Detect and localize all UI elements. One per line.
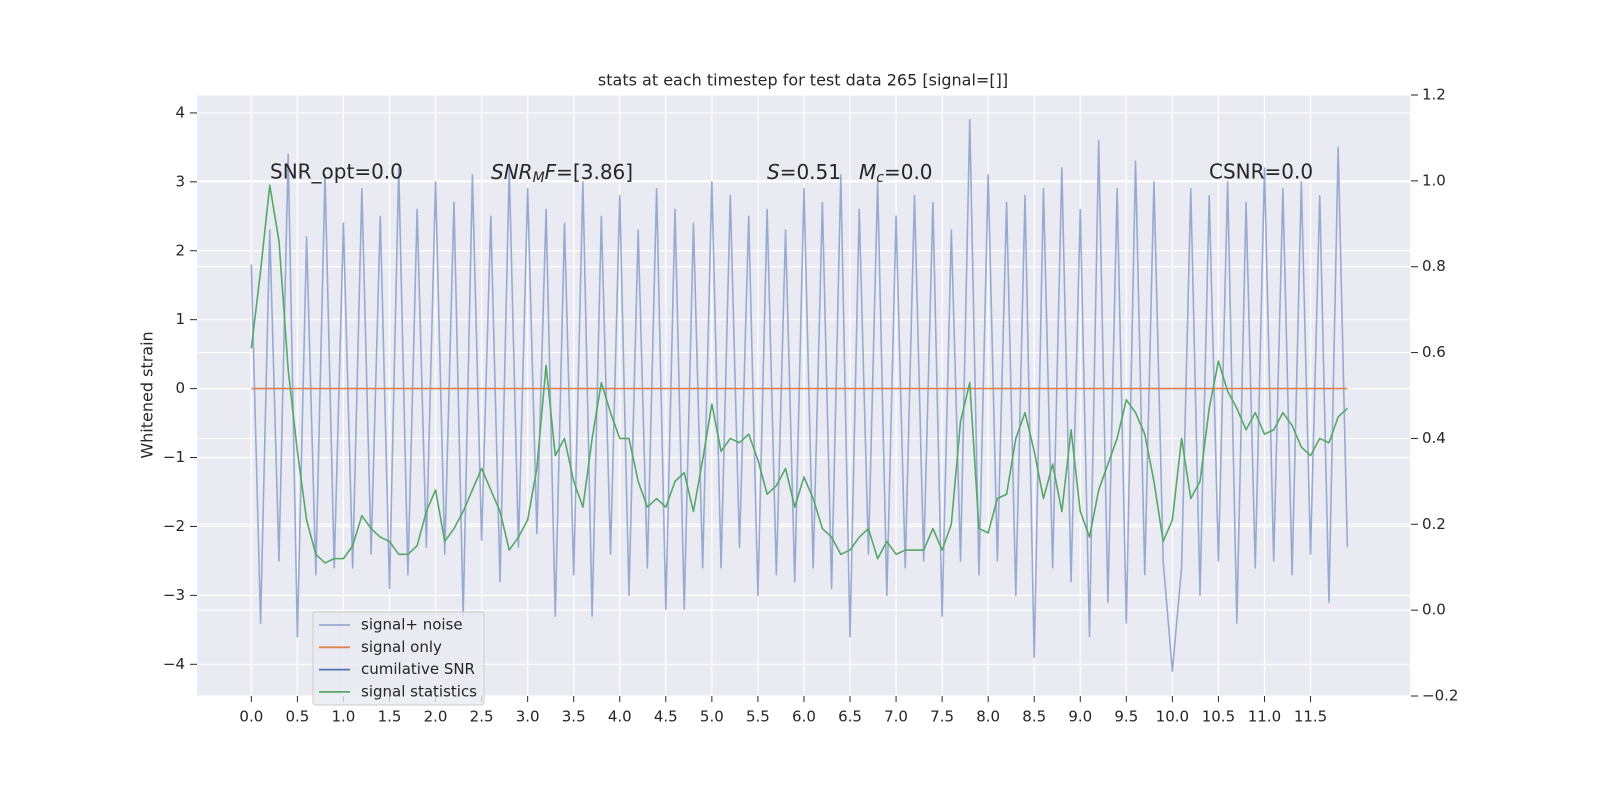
series-line [250,119,1349,672]
x-tick-label: 4.5 [654,708,678,726]
y2-tick-label: 1.2 [1422,86,1446,104]
y2-tick-label: 0.6 [1422,343,1446,361]
x-tick-label: 10.5 [1202,708,1235,726]
annotation-part: S [767,160,780,184]
x-tick-label: 9.5 [1114,708,1138,726]
annotation: SNR_opt=0.0 [270,160,403,184]
x-tick-label: 11.0 [1248,708,1281,726]
x-tick-label: 0.0 [239,708,263,726]
x-tick-label: 5.5 [746,708,770,726]
x-tick-label: 11.5 [1294,708,1327,726]
x-tick-label: 3.0 [516,708,540,726]
annotation-part: =[3.86] [556,160,633,184]
x-tick-label: 10.0 [1156,708,1189,726]
x-tick-label: 0.5 [285,708,309,726]
y-tick-label: 3 [175,172,185,190]
x-tick-label: 7.5 [930,708,954,726]
annotation: CSNR=0.0 [1209,160,1313,184]
y2-tick-label: −0.2 [1422,687,1458,705]
annotation-part: =0.0 [884,160,933,184]
legend-label: signal only [361,638,442,656]
x-tick-label: 2.5 [470,708,494,726]
y-tick-label: −3 [163,586,185,604]
annotation-part: SNR [491,160,533,184]
x-tick-label: 6.0 [792,708,816,726]
x-tick-label: 2.0 [424,708,448,726]
annotation: SNRMF=[3.86] [491,160,633,187]
legend-label: signal+ noise [361,616,463,634]
x-tick-label: 8.5 [1022,708,1046,726]
annotation-part: F [545,160,557,184]
x-tick-label: 1.5 [378,708,402,726]
legend-label: cumilative SNR [361,660,475,678]
legend-box [312,611,485,706]
y-tick-label: 2 [175,241,185,259]
x-tick-label: 4.0 [608,708,632,726]
y2-tick-label: 0.0 [1422,601,1446,619]
y-tick-label: −2 [163,517,185,535]
y-tick-label: −4 [163,655,185,673]
annotation-part: =0.51 [780,160,841,184]
x-tick-label: 8.0 [976,708,1000,726]
legend-label: signal statistics [361,682,477,700]
legend: signal+ noise signal only cumilative SNR si… [312,611,485,706]
y-tick-label: −1 [163,448,185,466]
annotation: Mc=0.0 [859,160,933,187]
y2-tick-label: 0.8 [1422,257,1446,275]
annotations: SNR_opt=0.0 SNRMF=[3.86] S=0.51 Mc=0.0 CSNR=… [270,160,1313,187]
chart-title: stats at each timestep for test data 265… [598,71,1008,90]
x-tick-label: 3.5 [562,708,586,726]
x-tick-label: 9.0 [1068,708,1092,726]
marks [250,119,1349,672]
x-tick-label: 1.0 [332,708,356,726]
axes: 0.0 0.5 1.0 1.5 2.0 2.5 3.0 3.5 4.0 4.5 5.0 5.5 6.0 6… [163,86,1459,726]
annotation-part: M [533,170,545,186]
annotation: S=0.51 [767,160,841,184]
y-axis-label: Whitened strain [138,331,157,458]
y2-tick-label: 1.0 [1422,171,1446,189]
x-tick-label: 5.0 [700,708,724,726]
annotation-part: c [876,170,884,186]
x-tick-label: 6.5 [838,708,862,726]
annotation-part: M [859,160,876,184]
y2-tick-label: 0.2 [1422,515,1446,533]
y2-tick-label: 0.4 [1422,429,1446,447]
x-tick-label: 7.0 [884,708,908,726]
series-line [250,184,1348,564]
y-tick-label: 4 [175,103,185,121]
y-tick-label: 1 [175,310,185,328]
y-tick-label: 0 [175,379,185,397]
